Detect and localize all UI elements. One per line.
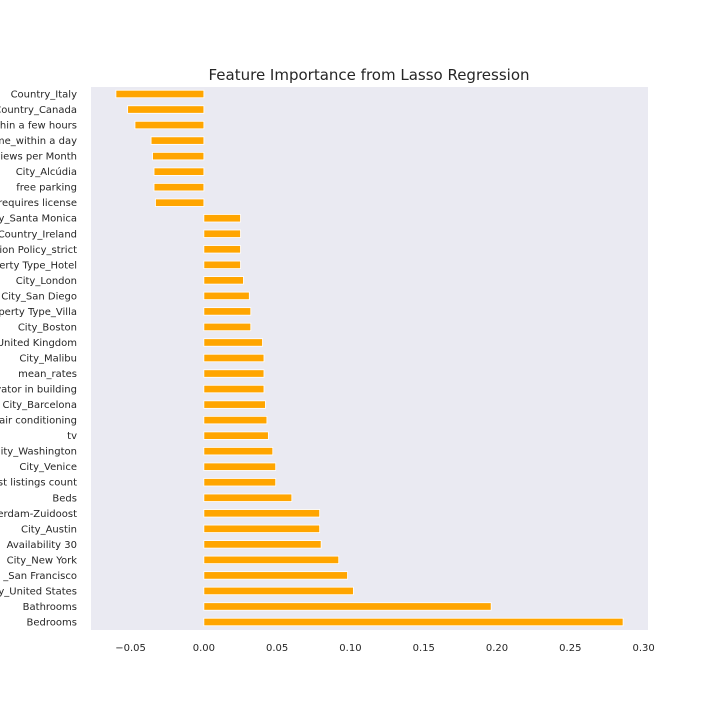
y-tick-label: erdam-Zuidoost <box>0 509 77 520</box>
chart-title: Feature Importance from Lasso Regression <box>208 66 529 84</box>
bar <box>203 540 322 549</box>
bar <box>134 120 205 130</box>
x-tick-label: −0.05 <box>115 643 146 654</box>
y-tick-label: Bathrooms <box>23 602 77 613</box>
y-tick-label: Country_Canada <box>0 105 77 116</box>
bar <box>115 89 205 99</box>
bar <box>203 571 348 580</box>
bars <box>115 89 624 627</box>
y-tick-label: air conditioning <box>0 416 77 427</box>
y-tick-label: City_London <box>16 276 77 287</box>
bar <box>203 369 265 378</box>
x-tick-label: 0.20 <box>486 643 508 654</box>
bar <box>203 322 252 332</box>
bar <box>203 245 241 254</box>
y-tick-label: perty Type_Hotel <box>0 260 77 271</box>
bar <box>203 509 321 518</box>
y-tick-label: perty Type_Villa <box>0 307 77 318</box>
bar <box>203 602 492 611</box>
y-tick-label: Country_Italy <box>11 90 78 101</box>
bar <box>203 431 269 440</box>
bar <box>203 415 268 425</box>
y-tick-label: City_Alcúdia <box>16 166 77 178</box>
y-tick-label: me_within a day <box>0 136 77 147</box>
bar <box>155 198 205 207</box>
bar <box>153 183 205 192</box>
y-tick-label: y_Santa Monica <box>0 214 77 225</box>
bar <box>203 307 252 316</box>
y-tick-label: Country_Ireland <box>0 229 77 240</box>
bar <box>203 478 277 487</box>
bar <box>203 555 340 565</box>
bar <box>127 105 205 114</box>
x-tick-label: 0.05 <box>266 643 288 654</box>
plot-background <box>91 87 648 630</box>
y-tick-label: vator in building <box>0 385 77 396</box>
bar <box>203 260 241 269</box>
bar <box>203 291 250 301</box>
y-tick-label: Bedrooms <box>27 618 77 629</box>
y-tick-label: free parking <box>16 183 77 194</box>
bar <box>203 338 263 347</box>
bar <box>203 447 274 456</box>
y-tick-label: City_Boston <box>18 322 77 333</box>
y-tick-label: City_Austin <box>21 524 77 535</box>
x-tick-label: 0.30 <box>632 643 654 654</box>
y-tick-label: ion Policy_strict <box>0 245 77 256</box>
bar <box>153 167 205 176</box>
bar <box>203 524 321 533</box>
y-tick-label: City_New York <box>7 555 78 566</box>
y-tick-label: ity_Washington <box>1 447 77 458</box>
y-tick-label: City_Malibu <box>19 354 77 365</box>
bar <box>203 400 266 409</box>
y-tick-label: City_Venice <box>19 462 77 473</box>
bar <box>150 136 205 145</box>
x-tick-label: 0.15 <box>413 643 435 654</box>
y-tick-label: y_United States <box>0 586 77 597</box>
y-tick-label: City_Barcelona <box>3 400 78 411</box>
y-tick-label: thin a few hours <box>0 121 77 132</box>
y-tick-label: requires license <box>0 198 77 209</box>
x-tick-label: 0.00 <box>193 643 215 654</box>
bar <box>203 353 265 363</box>
y-tick-label: United Kingdom <box>0 338 77 349</box>
bar <box>203 214 241 223</box>
bar <box>203 276 244 285</box>
x-tick-label: 0.25 <box>559 643 581 654</box>
x-tick-label: 0.10 <box>339 643 361 654</box>
y-tick-label: Beds <box>52 493 77 504</box>
bar <box>203 462 277 471</box>
bar <box>203 617 624 627</box>
y-tick-label: tv <box>67 431 77 442</box>
y-tick-label: views per Month <box>0 152 77 163</box>
bar <box>203 229 241 238</box>
bar <box>203 586 354 596</box>
y-tick-label: Availability 30 <box>7 540 77 551</box>
x-tick-labels: −0.05 0.00 0.05 0.10 0.15 0.20 0.25 0.30 <box>115 643 654 654</box>
bar <box>203 384 265 394</box>
y-tick-label: City_San Diego <box>1 291 77 302</box>
y-tick-label: _San Francisco <box>2 571 77 582</box>
bar <box>203 493 293 502</box>
bar <box>152 151 205 161</box>
y-tick-label: mean_rates <box>18 369 77 380</box>
y-tick-label: ost listings count <box>0 478 77 489</box>
